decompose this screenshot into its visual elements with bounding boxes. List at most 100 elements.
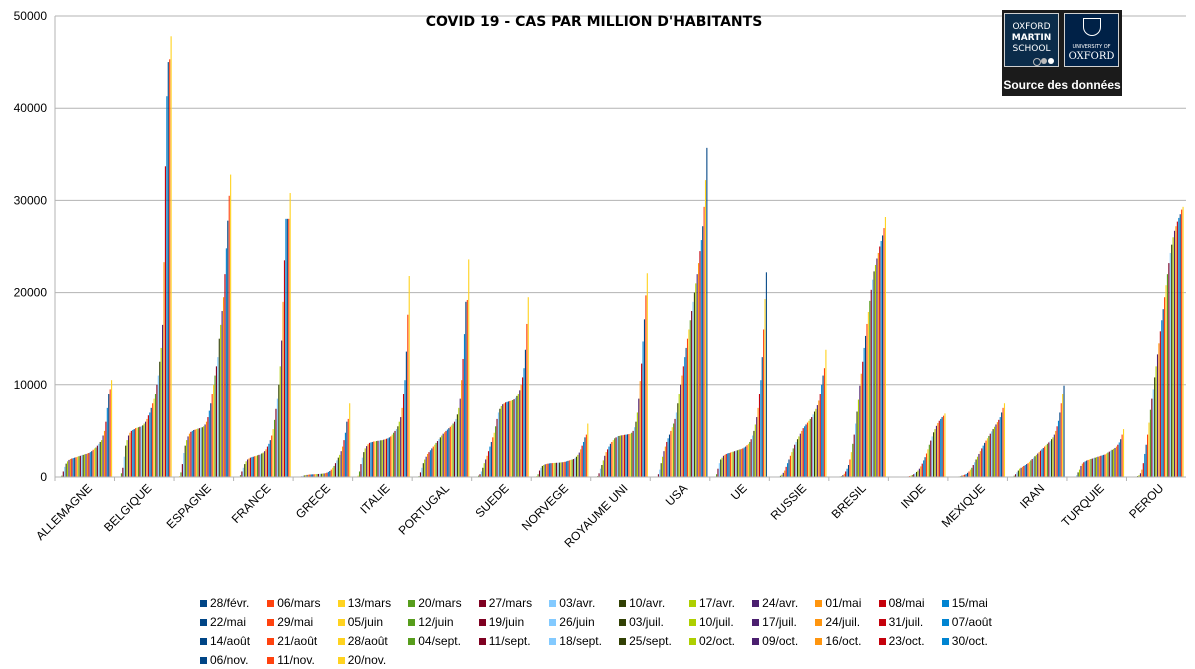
bar [599,473,600,477]
bar [290,193,291,477]
bar [659,470,660,477]
bar [1082,464,1083,477]
bar [1087,460,1088,477]
bar [93,450,94,477]
bar [680,385,681,477]
legend-label: 20/mars [418,594,461,612]
bar [875,265,876,477]
bar [976,459,977,477]
bar [360,464,361,477]
bar [1120,439,1121,477]
chart-title: COVID 19 - CAS PAR MILLION D'HABITANTS [426,14,763,30]
bar [793,448,794,477]
bar [365,448,366,477]
bar [189,434,190,477]
bar [607,449,608,477]
bar [562,462,563,477]
bar [1113,449,1114,477]
legend-item: 12/juin [408,613,470,631]
bar [336,460,337,477]
bar [881,241,882,477]
bar [468,259,469,477]
legend-swatch [479,638,486,645]
bar [643,341,644,477]
bar [1158,343,1159,477]
bar [81,455,82,477]
bar [464,334,465,477]
bar [1050,441,1051,477]
legend-label: 19/juin [489,613,524,631]
bar [640,381,641,477]
bar [970,470,971,477]
bar [733,452,734,477]
bar [794,445,795,477]
oxford-text: OXFORD [1065,51,1118,62]
bar [1122,435,1123,477]
bar [129,433,130,477]
bar [334,466,335,477]
bar [224,274,225,477]
bar [163,262,164,477]
bar [614,438,615,477]
bar [254,456,255,477]
bar [1051,439,1052,477]
bar [326,473,327,477]
bar [549,463,550,477]
bar [1039,452,1040,477]
legend-swatch [338,619,345,626]
bar [1100,456,1101,477]
bar [582,446,583,477]
bar [871,290,872,477]
bar [341,451,342,477]
bar [1061,403,1062,477]
bar [919,469,920,477]
legend-label: 11/sept. [489,632,531,650]
bar [1153,389,1154,477]
bar [580,449,581,477]
bar [1110,451,1111,477]
bar [744,448,745,478]
bar [579,453,580,477]
legend-label: 20/nov. [348,651,386,669]
bar [798,436,799,477]
x-tick-label: USA [663,481,690,508]
bar [690,320,691,477]
x-tick-label: NORVEGE [519,481,571,533]
bar [752,436,753,477]
bar [763,329,764,477]
bar [968,471,969,477]
bar [1143,463,1144,477]
bar [704,207,705,477]
bar [1047,444,1048,477]
y-tick-label: 0 [40,470,47,484]
bar [1144,454,1145,477]
bar [864,348,865,477]
bar [202,427,203,477]
bar [676,412,677,477]
bar [566,461,567,477]
bar [943,416,944,477]
bar [932,436,933,477]
legend-item: 10/juil. [689,613,743,631]
bar [672,427,673,477]
bar [392,435,393,477]
legend-item: 22/mai [200,613,258,631]
bar [70,459,71,477]
bar [1086,461,1087,477]
bar [125,446,126,477]
bar [461,380,462,477]
bar [196,429,197,477]
bar [277,399,278,477]
legend-label: 02/oct. [699,632,735,650]
bar [273,429,274,477]
legend-item: 07/août [942,613,1000,631]
legend-label: 24/juil. [825,613,860,631]
bar [454,422,455,477]
bar [383,440,384,477]
legend-item: 09/oct. [752,632,806,650]
legend-item: 05/juin [338,613,400,631]
bar [556,463,557,477]
bar [791,452,792,477]
bar [723,456,724,477]
bar [522,377,523,477]
